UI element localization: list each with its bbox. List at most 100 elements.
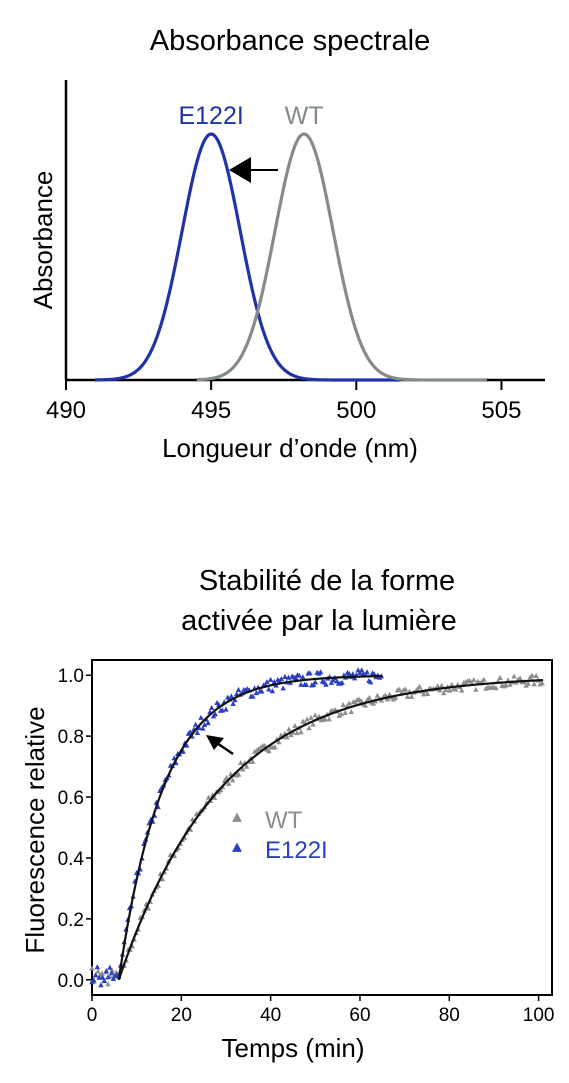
chart2-point-e122i [196,725,202,731]
chart2-point-wt [438,682,445,688]
chart2-point-wt [238,759,244,765]
chart2-point-wt [298,729,304,735]
chart1-arrow [229,157,278,183]
chart2-point-wt [511,673,517,679]
chart2-title-line2: activée par la lumière [181,605,457,637]
chart2-point-e122i [303,681,310,688]
chart2-point-wt [326,716,332,722]
chart2-point-wt [420,691,427,697]
chart2-point-e122i [200,725,206,731]
chart2-point-wt [416,683,423,689]
chart2-point-wt [348,708,354,714]
chart2-point-e122i [223,706,229,712]
chart2-point-wt [105,981,111,987]
chart2-point-e122i [267,676,274,682]
chart2-point-e122i [259,688,265,694]
chart2-point-wt [493,685,499,691]
chart2-point-e122i [230,700,236,706]
chart2-point-wt [424,690,431,696]
chart2-point-wt [362,702,369,708]
chart2-point-e122i [110,975,117,981]
chart2-point-e122i [264,678,270,685]
chart2-point-wt [529,672,535,678]
chart2-point-e122i [310,681,317,688]
chart2-fit-wt [117,679,544,981]
chart2-point-wt [95,968,101,974]
chart2-point-e122i [92,972,99,978]
chart2-point-e122i [253,689,260,696]
chart2-point-wt [440,690,447,696]
chart2-point-e122i [292,674,299,681]
chart2-x-tick-label: 40 [260,1005,281,1026]
chart1-x-tick-label: 505 [481,397,521,424]
chart2-point-e122i [235,686,242,692]
chart2-point-e122i [96,974,102,980]
chart1-series-wt-line [196,132,487,382]
chart2-y-tick-label: 0.6 [58,788,84,809]
chart2-point-wt [402,686,409,692]
chart2-point-wt [288,732,294,738]
chart2-point-e122i [250,693,256,699]
chart2-point-e122i [282,673,288,679]
chart2-point-e122i [317,669,324,675]
chart2-point-wt [159,876,166,882]
chart2-point-wt [99,970,105,976]
chart2-point-wt [109,967,115,973]
chart2-point-e122i [103,968,109,974]
chart2-point-e122i [280,685,286,691]
chart2-point-wt [531,681,537,687]
chart2-point-wt [471,676,477,683]
chart2-point-wt [443,687,449,693]
chart2-point-wt [517,675,523,681]
chart2-point-e122i [357,669,363,675]
chart2-point-wt [322,716,328,722]
chart2-point-e122i [198,714,204,720]
chart2-point-e122i [205,719,211,726]
chart2-arrow [206,735,234,756]
chart1-xlabel: Longueur d’onde (nm) [162,433,418,463]
chart1-x-tick-label: 495 [191,397,231,424]
chart2-point-e122i [278,676,285,682]
chart1-series-label-e122i: E122I [178,102,243,130]
chart2-point-e122i [208,704,215,710]
chart2-point-wt [308,714,314,720]
chart2-point-e122i [364,669,370,675]
chart2-x-tick-label: 60 [349,1005,370,1026]
chart2-point-wt [386,691,393,697]
chart1-series-label-wt: WT [285,102,324,130]
chart2-point-wt [211,794,218,800]
chart2-point-wt [240,766,246,772]
chart2-point-e122i [359,667,365,673]
chart2-point-wt [533,672,539,679]
chart2-point-e122i [300,674,306,680]
chart2-point-e122i [105,974,111,980]
chart2-point-e122i [350,671,356,677]
chart2-point-wt [497,674,503,681]
chart2-x-tick-label: 0 [87,1005,98,1026]
chart2-point-wt [225,780,232,786]
chart2-point-wt [236,771,242,777]
chart2-point-wt [276,739,282,745]
chart2-point-e122i [328,679,335,685]
chart2-point-wt [306,725,312,731]
chart2-point-e122i [233,691,240,697]
chart1-series-e122i-line [95,132,400,382]
chart2-point-e122i [101,977,108,984]
chart2-point-wt [89,965,95,971]
chart2-point-e122i [212,711,218,717]
chart2-point-wt [503,682,509,688]
chart2-point-e122i [266,686,272,692]
chart2-point-wt [338,711,344,717]
chart2-point-wt [525,680,531,686]
chart2-y-tick-label: 0.0 [58,971,84,992]
chart2-title-line1: Stabilité de la forme [199,565,455,597]
chart2-point-wt [384,696,391,702]
chart2-point-wt [447,687,453,693]
chart2-point-e122i [323,681,329,687]
chart2-point-e122i [107,964,113,970]
chart2-point-wt [434,683,441,689]
chart2-point-e122i [339,679,345,685]
chart2-point-wt [340,702,346,708]
chart2-point-wt [310,721,316,727]
chart2-y-tick-label: 0.4 [58,849,85,870]
